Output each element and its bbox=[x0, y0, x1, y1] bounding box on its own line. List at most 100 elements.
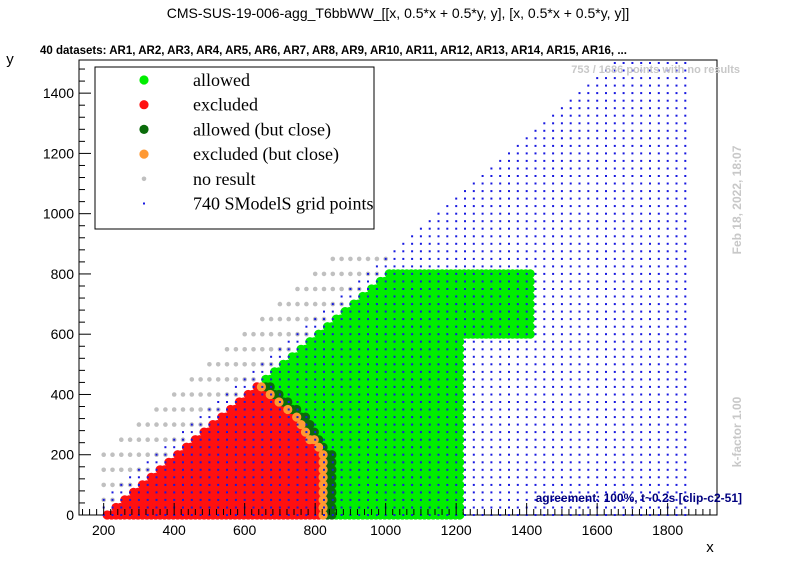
smodels-grid-point bbox=[331, 483, 334, 486]
smodels-grid-point bbox=[349, 393, 352, 396]
smodels-grid-point bbox=[446, 506, 449, 509]
smodels-grid-point bbox=[508, 303, 510, 306]
smodels-grid-point bbox=[472, 325, 475, 328]
smodels-grid-point bbox=[552, 175, 555, 177]
smodels-grid-point bbox=[560, 333, 563, 336]
smodels-grid-point bbox=[340, 476, 343, 479]
smodels-grid-point bbox=[631, 220, 634, 223]
smodels-grid-point bbox=[578, 348, 581, 351]
smodels-grid-point bbox=[613, 227, 616, 230]
smodels-grid-point bbox=[640, 370, 643, 373]
smodels-grid-point bbox=[437, 257, 440, 260]
smodels-grid-point bbox=[560, 461, 563, 464]
smodels-grid-point bbox=[305, 506, 308, 509]
smodels-grid-point bbox=[367, 506, 369, 509]
smodels-grid-point bbox=[569, 348, 572, 351]
smodels-grid-point bbox=[217, 476, 220, 479]
smodels-grid-point bbox=[314, 423, 317, 426]
smodels-grid-point bbox=[605, 235, 607, 238]
smodels-grid-point bbox=[596, 190, 599, 193]
smodels-grid-point bbox=[560, 363, 563, 366]
smodels-grid-point bbox=[208, 468, 211, 471]
smodels-grid-point bbox=[657, 242, 660, 245]
smodels-grid-point bbox=[587, 468, 590, 471]
smodels-grid-point bbox=[508, 280, 510, 283]
smodels-grid-point bbox=[596, 483, 599, 486]
smodels-grid-point bbox=[560, 325, 563, 328]
smodels-grid-point bbox=[578, 333, 581, 336]
smodels-grid-point bbox=[481, 288, 484, 290]
smodels-grid-point bbox=[270, 378, 273, 381]
smodels-grid-point bbox=[217, 423, 220, 426]
smodels-grid-point bbox=[516, 280, 519, 283]
smodels-grid-point bbox=[340, 514, 343, 516]
smodels-grid-point bbox=[199, 491, 202, 494]
smodels-grid-point bbox=[393, 363, 396, 366]
smodels-grid-point bbox=[146, 476, 149, 479]
smodels-grid-point bbox=[622, 318, 625, 321]
smodels-grid-point bbox=[508, 242, 510, 245]
smodels-grid-point bbox=[613, 401, 616, 403]
smodels-grid-point bbox=[631, 491, 634, 494]
smodels-grid-point bbox=[155, 461, 158, 464]
smodels-grid-point bbox=[640, 235, 643, 238]
smodels-grid-point bbox=[622, 220, 625, 223]
smodels-grid-point bbox=[596, 446, 599, 449]
smodels-grid-point bbox=[596, 144, 599, 147]
smodels-grid-point bbox=[287, 348, 290, 351]
smodels-grid-point bbox=[666, 363, 669, 366]
smodels-grid-point bbox=[516, 461, 519, 464]
smodels-grid-point bbox=[525, 385, 528, 388]
smodels-grid-point bbox=[631, 453, 634, 456]
smodels-grid-point bbox=[358, 408, 361, 411]
smodels-grid-point bbox=[217, 408, 220, 411]
smodels-grid-point bbox=[516, 491, 519, 494]
smodels-grid-point bbox=[393, 348, 396, 351]
smodels-grid-point bbox=[437, 461, 440, 464]
smodels-grid-point bbox=[446, 280, 449, 283]
smodels-grid-point bbox=[499, 235, 502, 238]
smodels-grid-point bbox=[358, 340, 361, 343]
smodels-grid-point bbox=[560, 378, 563, 381]
smodels-grid-point bbox=[684, 401, 687, 403]
smodels-grid-point bbox=[261, 408, 264, 411]
smodels-grid-point bbox=[684, 431, 687, 434]
smodels-grid-point bbox=[587, 295, 590, 298]
smodels-grid-point bbox=[622, 122, 625, 125]
smodels-grid-point bbox=[596, 476, 599, 479]
smodels-grid-point bbox=[261, 483, 264, 486]
smodels-grid-point bbox=[560, 288, 563, 290]
smodels-grid-point bbox=[666, 182, 669, 185]
smodels-grid-point bbox=[375, 385, 378, 388]
smodels-grid-point bbox=[243, 408, 246, 411]
smodels-grid-point bbox=[323, 325, 325, 328]
smodels-grid-point bbox=[164, 506, 167, 509]
smodels-grid-point bbox=[314, 348, 317, 351]
smodels-grid-point bbox=[358, 348, 361, 351]
smodels-grid-point bbox=[217, 431, 220, 434]
smodels-grid-point bbox=[613, 144, 616, 147]
smodels-grid-point bbox=[622, 348, 625, 351]
smodels-grid-point bbox=[552, 498, 555, 501]
smodels-grid-point bbox=[675, 340, 678, 343]
smodels-grid-point bbox=[578, 423, 581, 426]
smodels-grid-point bbox=[613, 137, 616, 140]
smodels-grid-point bbox=[587, 205, 590, 208]
smodels-grid-point bbox=[543, 212, 546, 215]
smodels-grid-point bbox=[428, 514, 431, 516]
smodels-grid-point bbox=[657, 227, 660, 230]
smodels-grid-point bbox=[552, 423, 555, 426]
smodels-grid-point bbox=[525, 431, 528, 434]
smodels-grid-point bbox=[569, 235, 572, 238]
smodels-grid-point bbox=[340, 401, 343, 403]
smodels-grid-point bbox=[472, 220, 475, 223]
allowed-point bbox=[455, 344, 465, 354]
no-result-point bbox=[242, 331, 247, 337]
smodels-grid-point bbox=[657, 212, 660, 215]
smodels-grid-point bbox=[428, 401, 431, 403]
smodels-grid-point bbox=[393, 303, 396, 306]
smodels-grid-point bbox=[490, 423, 493, 426]
smodels-grid-point bbox=[622, 310, 625, 313]
smodels-grid-point bbox=[243, 431, 246, 434]
